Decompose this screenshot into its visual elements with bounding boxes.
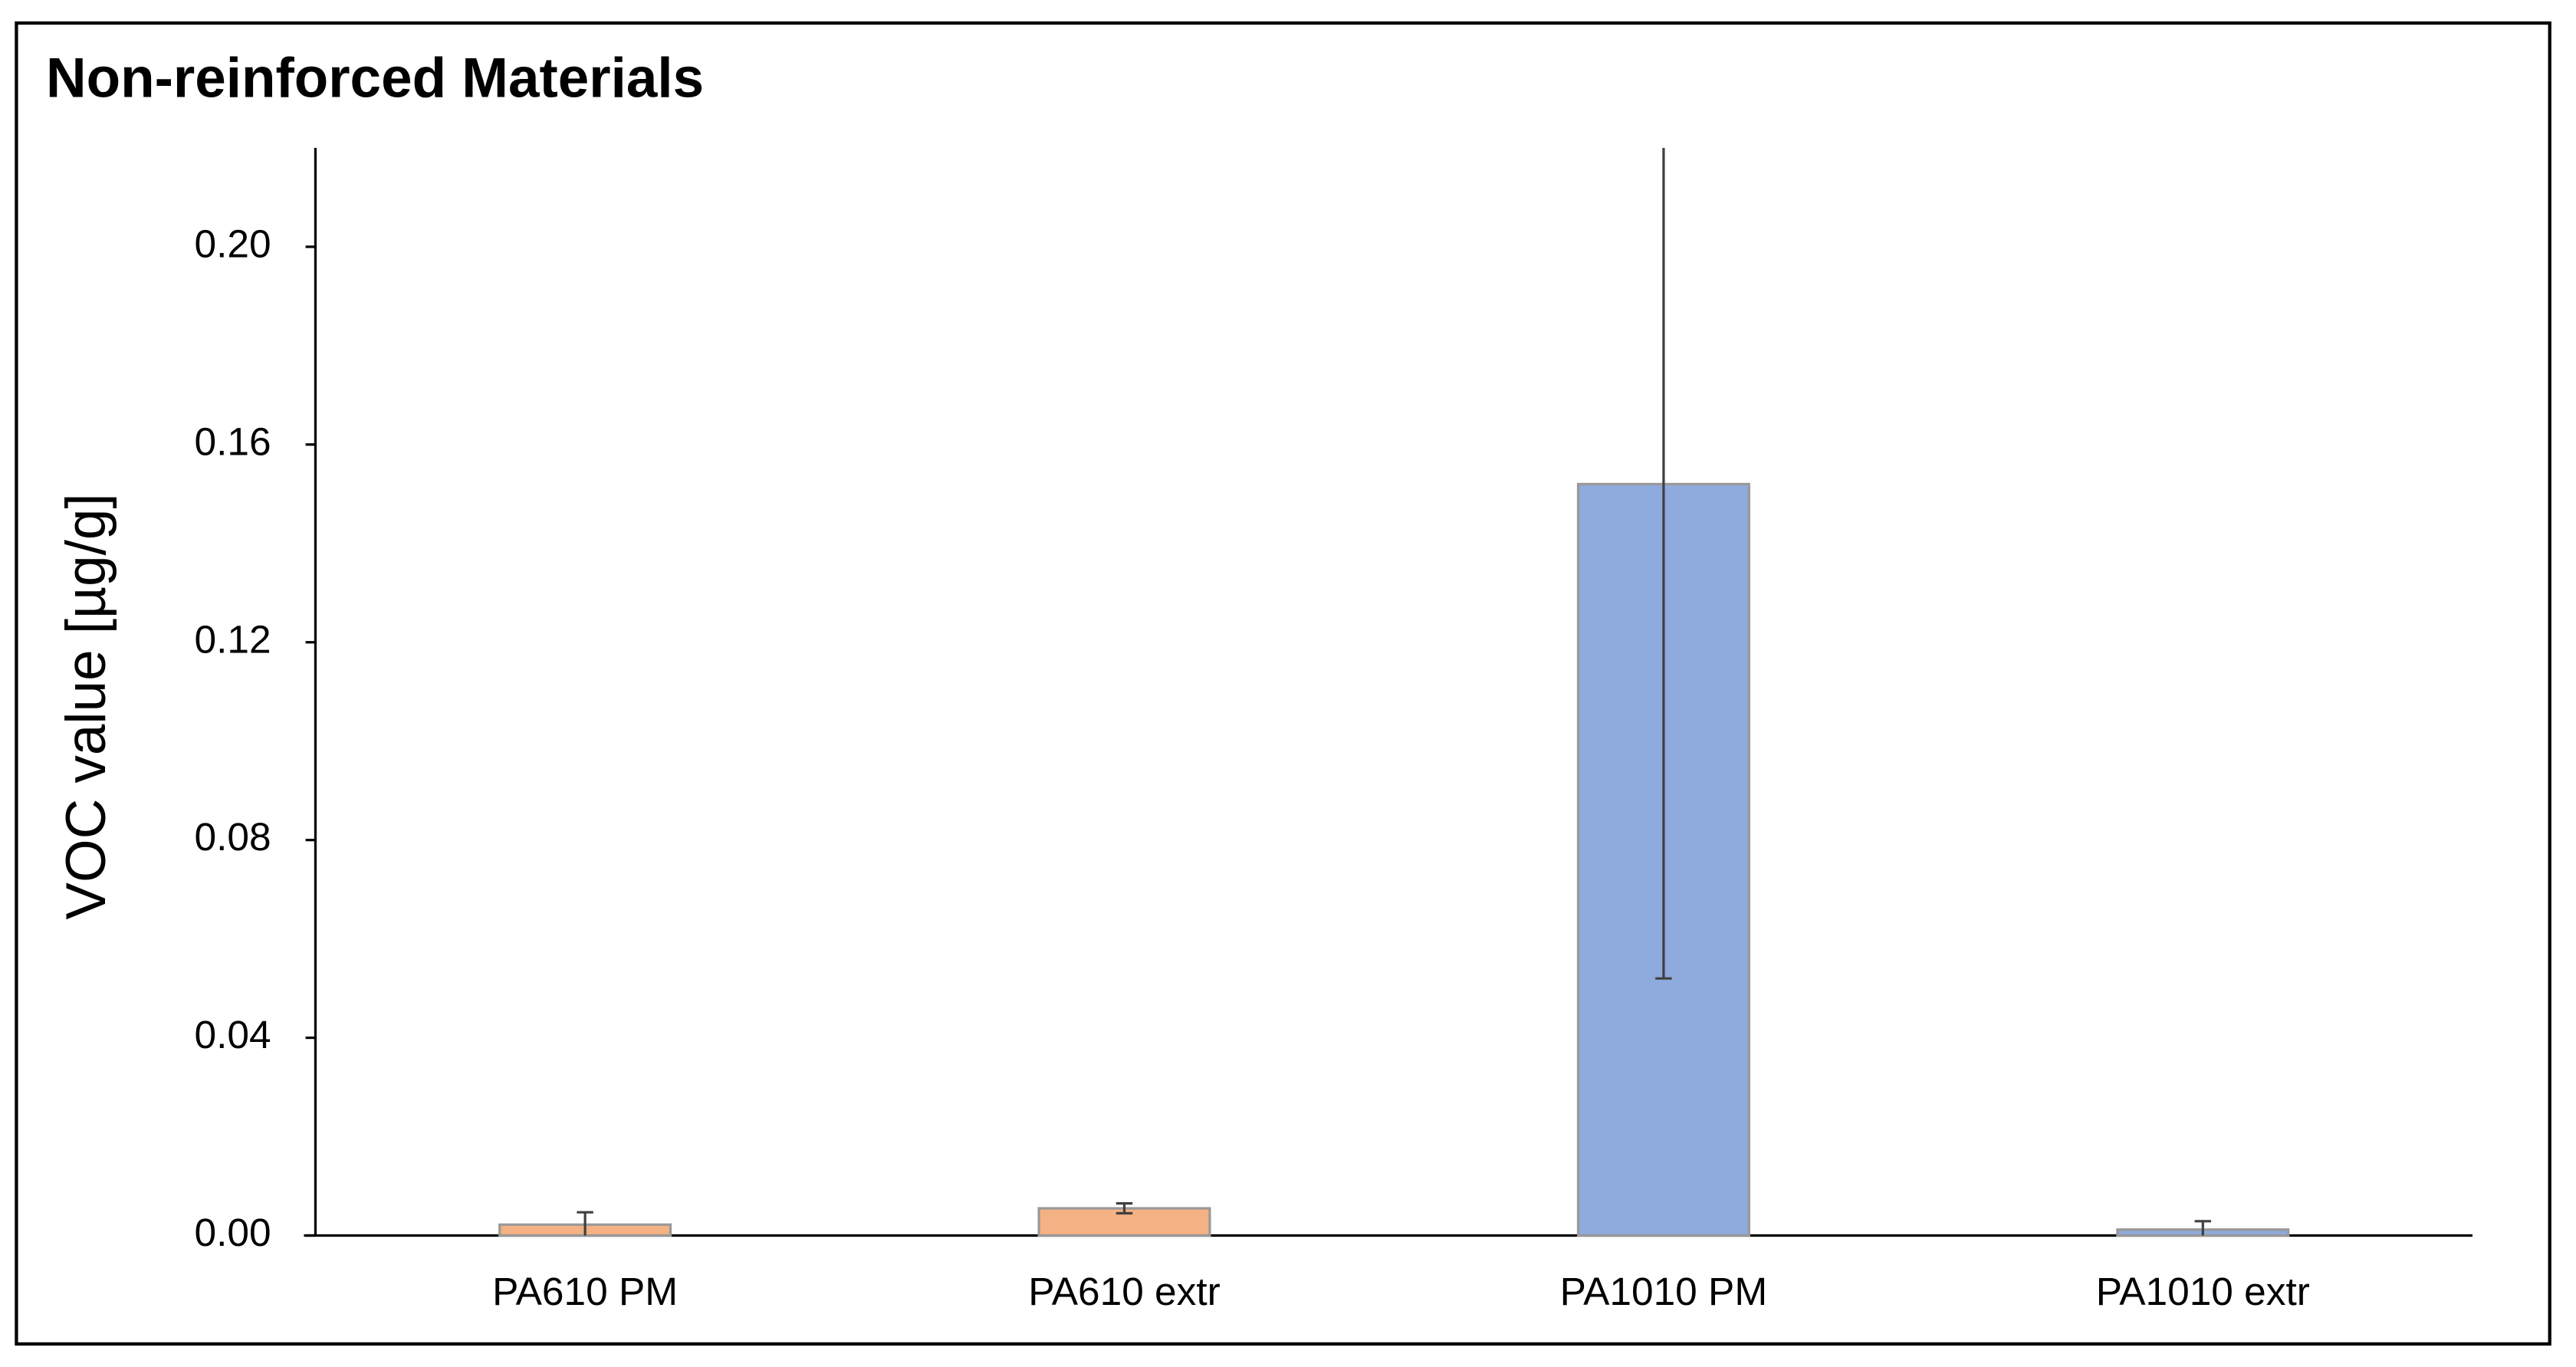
error-bar [2194,1220,2212,1236]
y-tick-label: 0.08 [195,814,271,859]
y-tick-label: 0.16 [195,419,271,463]
y-tick-label: 0.20 [195,221,271,265]
y-axis-label: VOC value [µg/g] [55,493,117,919]
chart-frame [15,21,2551,1346]
x-tick-label: PA1010 extr [2096,1269,2310,1313]
y-tick-label: 0.12 [195,616,271,661]
y-tick-label: 0.00 [195,1210,271,1254]
error-bar [1655,147,1672,980]
x-tick-label: PA1010 PM [1560,1269,1768,1313]
y-tick-label: 0.04 [195,1012,271,1056]
chart-title: Non-reinforced Materials [46,47,704,109]
error-bar [577,1211,593,1236]
x-tick-label: PA610 PM [492,1269,678,1313]
error-bar [1116,1201,1133,1215]
x-tick-label: PA610 extr [1028,1269,1221,1313]
error-bars [577,147,2212,1236]
